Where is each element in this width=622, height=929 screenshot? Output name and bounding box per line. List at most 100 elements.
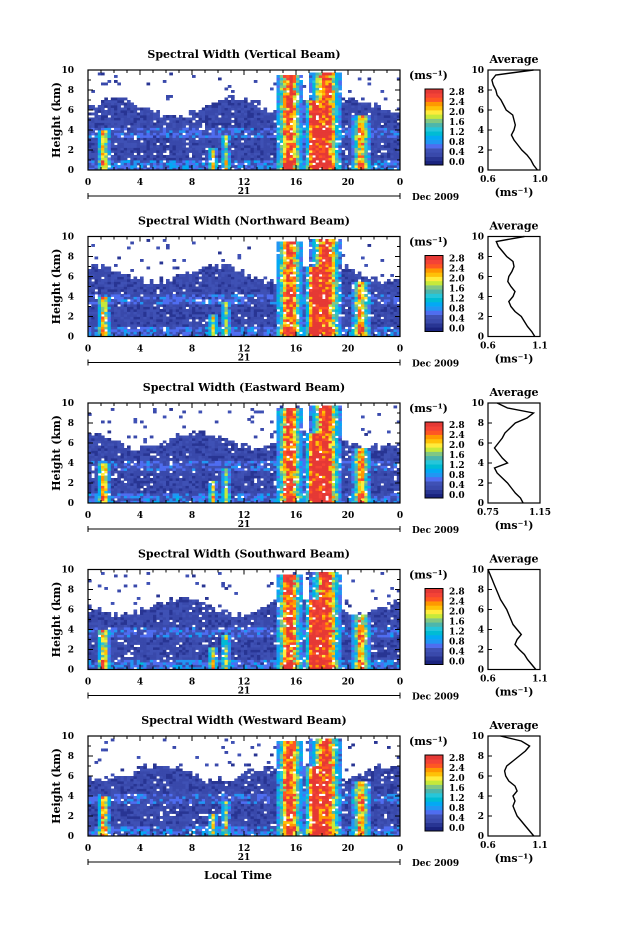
heatmap-cell bbox=[185, 284, 190, 287]
heatmap-cell bbox=[114, 160, 118, 163]
heatmap-cell bbox=[166, 122, 170, 126]
heatmap-cell bbox=[279, 281, 284, 285]
heatmap-cell bbox=[214, 279, 219, 282]
heatmap-cell bbox=[224, 145, 229, 148]
heatmap-cell bbox=[273, 304, 277, 307]
heatmap-cell bbox=[266, 281, 271, 285]
heatmap-cell bbox=[348, 326, 352, 330]
heatmap-cell bbox=[270, 132, 274, 136]
heatmap-cell bbox=[348, 125, 352, 128]
heatmap-cell bbox=[292, 110, 297, 113]
heatmap-cell bbox=[296, 261, 300, 265]
heatmap-cell bbox=[117, 107, 121, 111]
heatmap-cell bbox=[104, 117, 108, 121]
heatmap-cell bbox=[328, 261, 333, 265]
heatmap-cell bbox=[169, 162, 173, 166]
heatmap-cell bbox=[182, 286, 186, 290]
heatmap-cell bbox=[188, 112, 193, 116]
heatmap-cell bbox=[374, 102, 378, 106]
heatmap-cell bbox=[182, 316, 186, 320]
heatmap-cell bbox=[338, 80, 342, 83]
heatmap-cell bbox=[383, 160, 388, 163]
heatmap-cell bbox=[341, 309, 346, 312]
heatmap-cell bbox=[351, 294, 355, 297]
heatmap-cell bbox=[354, 329, 359, 332]
heatmap-cell bbox=[318, 294, 323, 297]
heatmap-cell bbox=[266, 140, 271, 143]
heatmap-cell bbox=[166, 117, 170, 121]
heatmap-cell bbox=[146, 326, 151, 330]
heatmap-cell bbox=[234, 112, 238, 116]
heatmap-cell bbox=[302, 102, 307, 106]
heatmap-cell bbox=[299, 140, 303, 143]
heatmap-cell bbox=[143, 316, 147, 320]
heatmap-cell bbox=[94, 110, 99, 113]
heatmap-cell bbox=[312, 254, 316, 257]
heatmap-cell bbox=[286, 281, 290, 285]
heatmap-cell bbox=[140, 162, 144, 166]
heatmap-cell bbox=[169, 304, 173, 307]
heatmap-cell bbox=[224, 296, 229, 300]
heatmap-cell bbox=[156, 150, 160, 153]
heatmap-cell bbox=[247, 324, 251, 327]
heatmap-cell bbox=[104, 162, 108, 166]
heatmap-cell bbox=[263, 319, 268, 322]
heatmap-cell bbox=[188, 314, 193, 317]
heatmap-cell bbox=[325, 112, 329, 116]
heatmap-cell bbox=[159, 167, 164, 171]
heatmap-cell bbox=[101, 264, 105, 267]
heatmap-cell bbox=[114, 157, 118, 161]
heatmap-cell bbox=[292, 150, 297, 153]
heatmap-cell bbox=[253, 331, 258, 335]
heatmap-cell bbox=[338, 117, 342, 121]
heatmap-cell bbox=[162, 145, 167, 148]
heatmap-cell bbox=[149, 301, 154, 305]
heatmap-cell bbox=[227, 289, 232, 292]
heatmap-cell bbox=[341, 105, 346, 108]
heatmap-cell bbox=[182, 167, 186, 171]
heatmap-cell bbox=[224, 289, 229, 292]
heatmap-cell bbox=[104, 276, 108, 280]
heatmap-cell bbox=[127, 314, 131, 317]
heatmap-cell bbox=[130, 150, 134, 153]
heatmap-cell bbox=[325, 274, 329, 277]
heatmap-cell bbox=[257, 284, 261, 287]
heatmap-cell bbox=[218, 286, 222, 290]
heatmap-cell bbox=[162, 311, 167, 315]
heatmap-cell bbox=[331, 284, 336, 287]
heatmap-cell bbox=[185, 155, 190, 158]
heatmap-cell bbox=[120, 296, 125, 300]
heatmap-cell bbox=[328, 135, 333, 138]
heatmap-cell bbox=[182, 125, 186, 128]
heatmap-cell bbox=[283, 127, 287, 131]
heatmap-cell bbox=[344, 155, 349, 158]
heatmap-cell bbox=[169, 334, 173, 337]
heatmap-cell bbox=[179, 314, 183, 317]
heatmap-cell bbox=[153, 334, 157, 337]
colorbar-swatch bbox=[425, 143, 443, 149]
heatmap-cell bbox=[107, 127, 112, 131]
heatmap-cell bbox=[94, 299, 99, 302]
heatmap-cell bbox=[361, 145, 365, 148]
heatmap-cell bbox=[296, 289, 300, 292]
panel-title: Spectral Width (Northward Beam) bbox=[138, 215, 350, 228]
heatmap-cell bbox=[283, 132, 287, 136]
heatmap-cell bbox=[338, 142, 342, 146]
heatmap-cell bbox=[133, 301, 138, 305]
heatmap-cell bbox=[315, 274, 320, 277]
heatmap-cell bbox=[247, 326, 251, 330]
heatmap-cell bbox=[344, 127, 349, 131]
heatmap-cell bbox=[153, 127, 157, 131]
heatmap-cell bbox=[149, 152, 154, 156]
heatmap-cell bbox=[208, 115, 212, 118]
heatmap-cell bbox=[351, 306, 355, 310]
heatmap-cell bbox=[335, 87, 339, 91]
heatmap-cell bbox=[169, 145, 173, 148]
heatmap-cell bbox=[169, 286, 173, 290]
heatmap-cell bbox=[348, 281, 352, 285]
heatmap-cell bbox=[283, 87, 287, 91]
heatmap-cell bbox=[325, 314, 329, 317]
heatmap-cell bbox=[370, 162, 375, 166]
heatmap-cell bbox=[110, 137, 115, 141]
heatmap-cell bbox=[205, 291, 209, 295]
